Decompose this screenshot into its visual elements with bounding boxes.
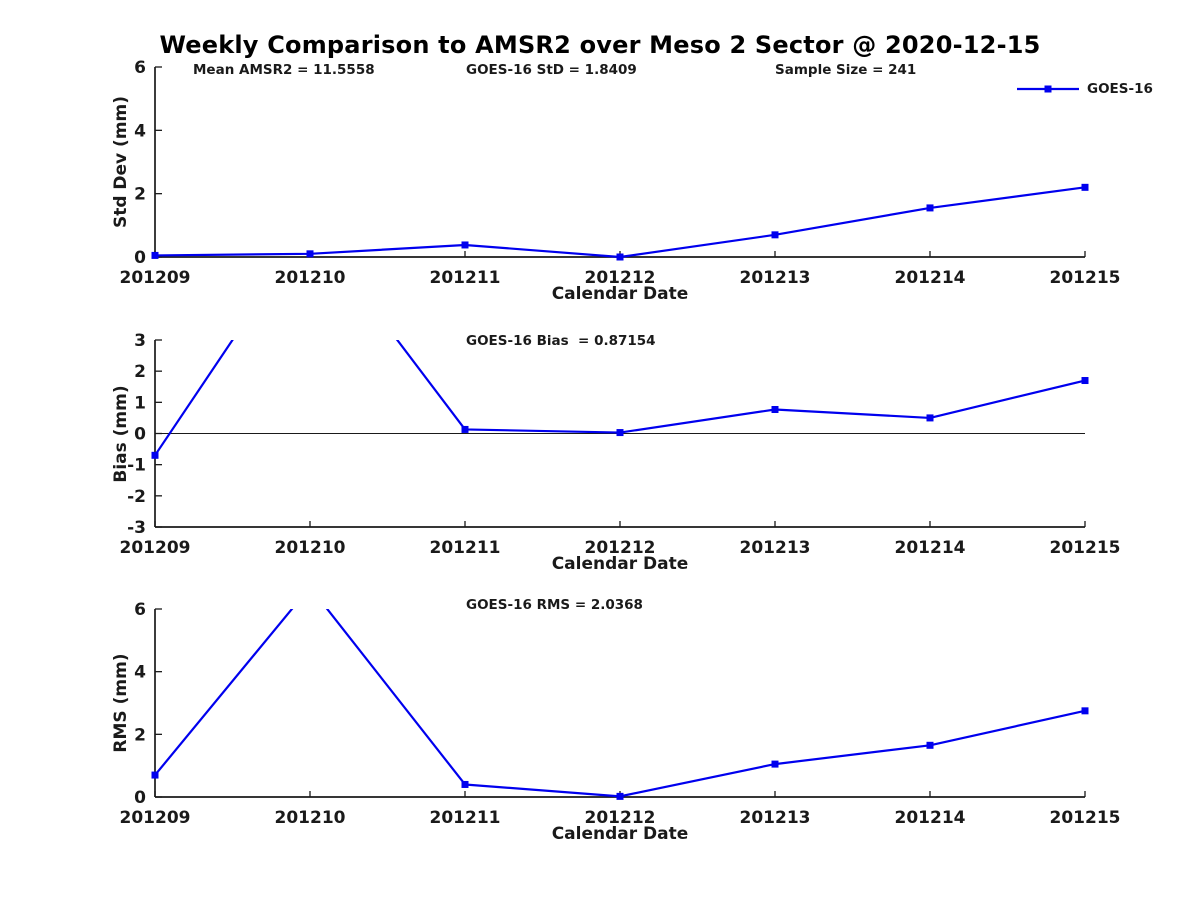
x-tick-label-rms: 201215 [1050, 808, 1121, 828]
data-line-rms [154, 609, 1086, 798]
legend-marker [1044, 85, 1052, 93]
data-point-marker-rms [461, 780, 469, 788]
data-point-marker-std-dev [771, 231, 779, 239]
x-tick-label-std-dev: 201214 [895, 268, 966, 288]
x-tick-label-bias: 201214 [895, 538, 966, 558]
x-axis-label-rms: Calendar Date [551, 824, 689, 844]
y-axis-label-stddev: Std Dev (mm) [111, 95, 131, 229]
series-group-bias [151, 221, 1089, 459]
x-tick-label-bias: 201212 [585, 538, 656, 558]
data-point-marker-bias [926, 414, 934, 422]
x-axis-label-stddev: Calendar Date [551, 284, 689, 304]
data-point-marker-bias [307, 221, 314, 228]
y-axis-label-rms: RMS (mm) [111, 653, 131, 753]
annotation-goes16-bias: GOES-16 Bias = 0.87154 [466, 333, 656, 349]
x-tick-label-bias: 201210 [275, 538, 346, 558]
data-point-marker-std-dev [1081, 183, 1089, 191]
x-tick-label-bias: 201215 [1050, 538, 1121, 558]
data-line-std-dev [154, 186, 1086, 259]
series-group-rms [151, 584, 1089, 800]
data-point-marker-bias [771, 406, 779, 414]
x-tick-label-std-dev: 201213 [740, 268, 811, 288]
x-tick-label-std-dev: 201212 [585, 268, 656, 288]
y-tick-label-rms: 0 [134, 788, 146, 808]
y-tick-label-bias: -2 [127, 487, 146, 507]
figure-title: Weekly Comparison to AMSR2 over Meso 2 S… [159, 31, 1041, 59]
y-tick-label-std-dev: 6 [134, 58, 146, 78]
y-tick-label-rms: 2 [134, 725, 146, 745]
legend: GOES-16 [1016, 81, 1153, 97]
x-tick-label-bias: 201211 [430, 538, 501, 558]
x-tick-label-rms: 201209 [120, 808, 191, 828]
y-axis-label-bias: Bias (mm) [111, 385, 131, 483]
y-tick-label-rms: 6 [134, 600, 146, 620]
data-point-marker-std-dev [306, 250, 314, 258]
data-point-marker-bias [1081, 377, 1089, 385]
data-point-marker-bias [461, 425, 469, 433]
x-tick-label-rms: 201210 [275, 808, 346, 828]
x-tick-label-std-dev: 201209 [120, 268, 191, 288]
x-tick-label-std-dev: 201215 [1050, 268, 1121, 288]
data-point-marker-bias [151, 451, 159, 459]
y-tick-label-bias: -1 [127, 456, 146, 476]
x-tick-label-rms: 201213 [740, 808, 811, 828]
y-tick-label-std-dev: 2 [134, 185, 146, 205]
y-tick-label-bias: -3 [127, 518, 146, 538]
x-tick-label-std-dev: 201211 [430, 268, 501, 288]
data-point-marker-rms [307, 584, 314, 591]
data-point-marker-rms [1081, 707, 1089, 715]
data-point-marker-bias [616, 429, 624, 437]
annotation-goes16-rms: GOES-16 RMS = 2.0368 [466, 597, 643, 613]
annotation-mean-amsr2: Mean AMSR2 = 11.5558 [193, 62, 375, 78]
x-tick-label-bias: 201209 [120, 538, 191, 558]
data-point-marker-std-dev [616, 253, 624, 261]
x-tick-label-rms: 201214 [895, 808, 966, 828]
y-tick-label-bias: 2 [134, 362, 146, 382]
data-point-marker-rms [926, 741, 934, 749]
y-tick-label-std-dev: 4 [134, 121, 146, 141]
data-point-marker-std-dev [151, 251, 159, 259]
series-group-std-dev [151, 183, 1089, 261]
data-point-marker-rms [616, 792, 624, 800]
y-tick-label-bias: 3 [134, 331, 146, 351]
x-tick-label-std-dev: 201210 [275, 268, 346, 288]
y-tick-label-rms: 4 [134, 663, 146, 683]
x-axis-label-bias: Calendar Date [551, 554, 689, 574]
legend-label: GOES-16 [1087, 81, 1153, 97]
y-tick-label-bias: 0 [134, 425, 146, 445]
annotation-goes16-std: GOES-16 StD = 1.8409 [466, 62, 637, 78]
data-point-marker-rms [771, 760, 779, 768]
y-tick-label-std-dev: 0 [134, 248, 146, 268]
annotation-sample-size: Sample Size = 241 [775, 62, 917, 78]
x-tick-label-rms: 201211 [430, 808, 501, 828]
data-point-marker-std-dev [461, 241, 469, 249]
data-point-marker-rms [151, 771, 159, 779]
x-tick-label-rms: 201212 [585, 808, 656, 828]
x-tick-label-bias: 201213 [740, 538, 811, 558]
data-point-marker-std-dev [926, 204, 934, 212]
y-tick-label-bias: 1 [134, 393, 146, 413]
legend-line-sample [1017, 85, 1079, 93]
